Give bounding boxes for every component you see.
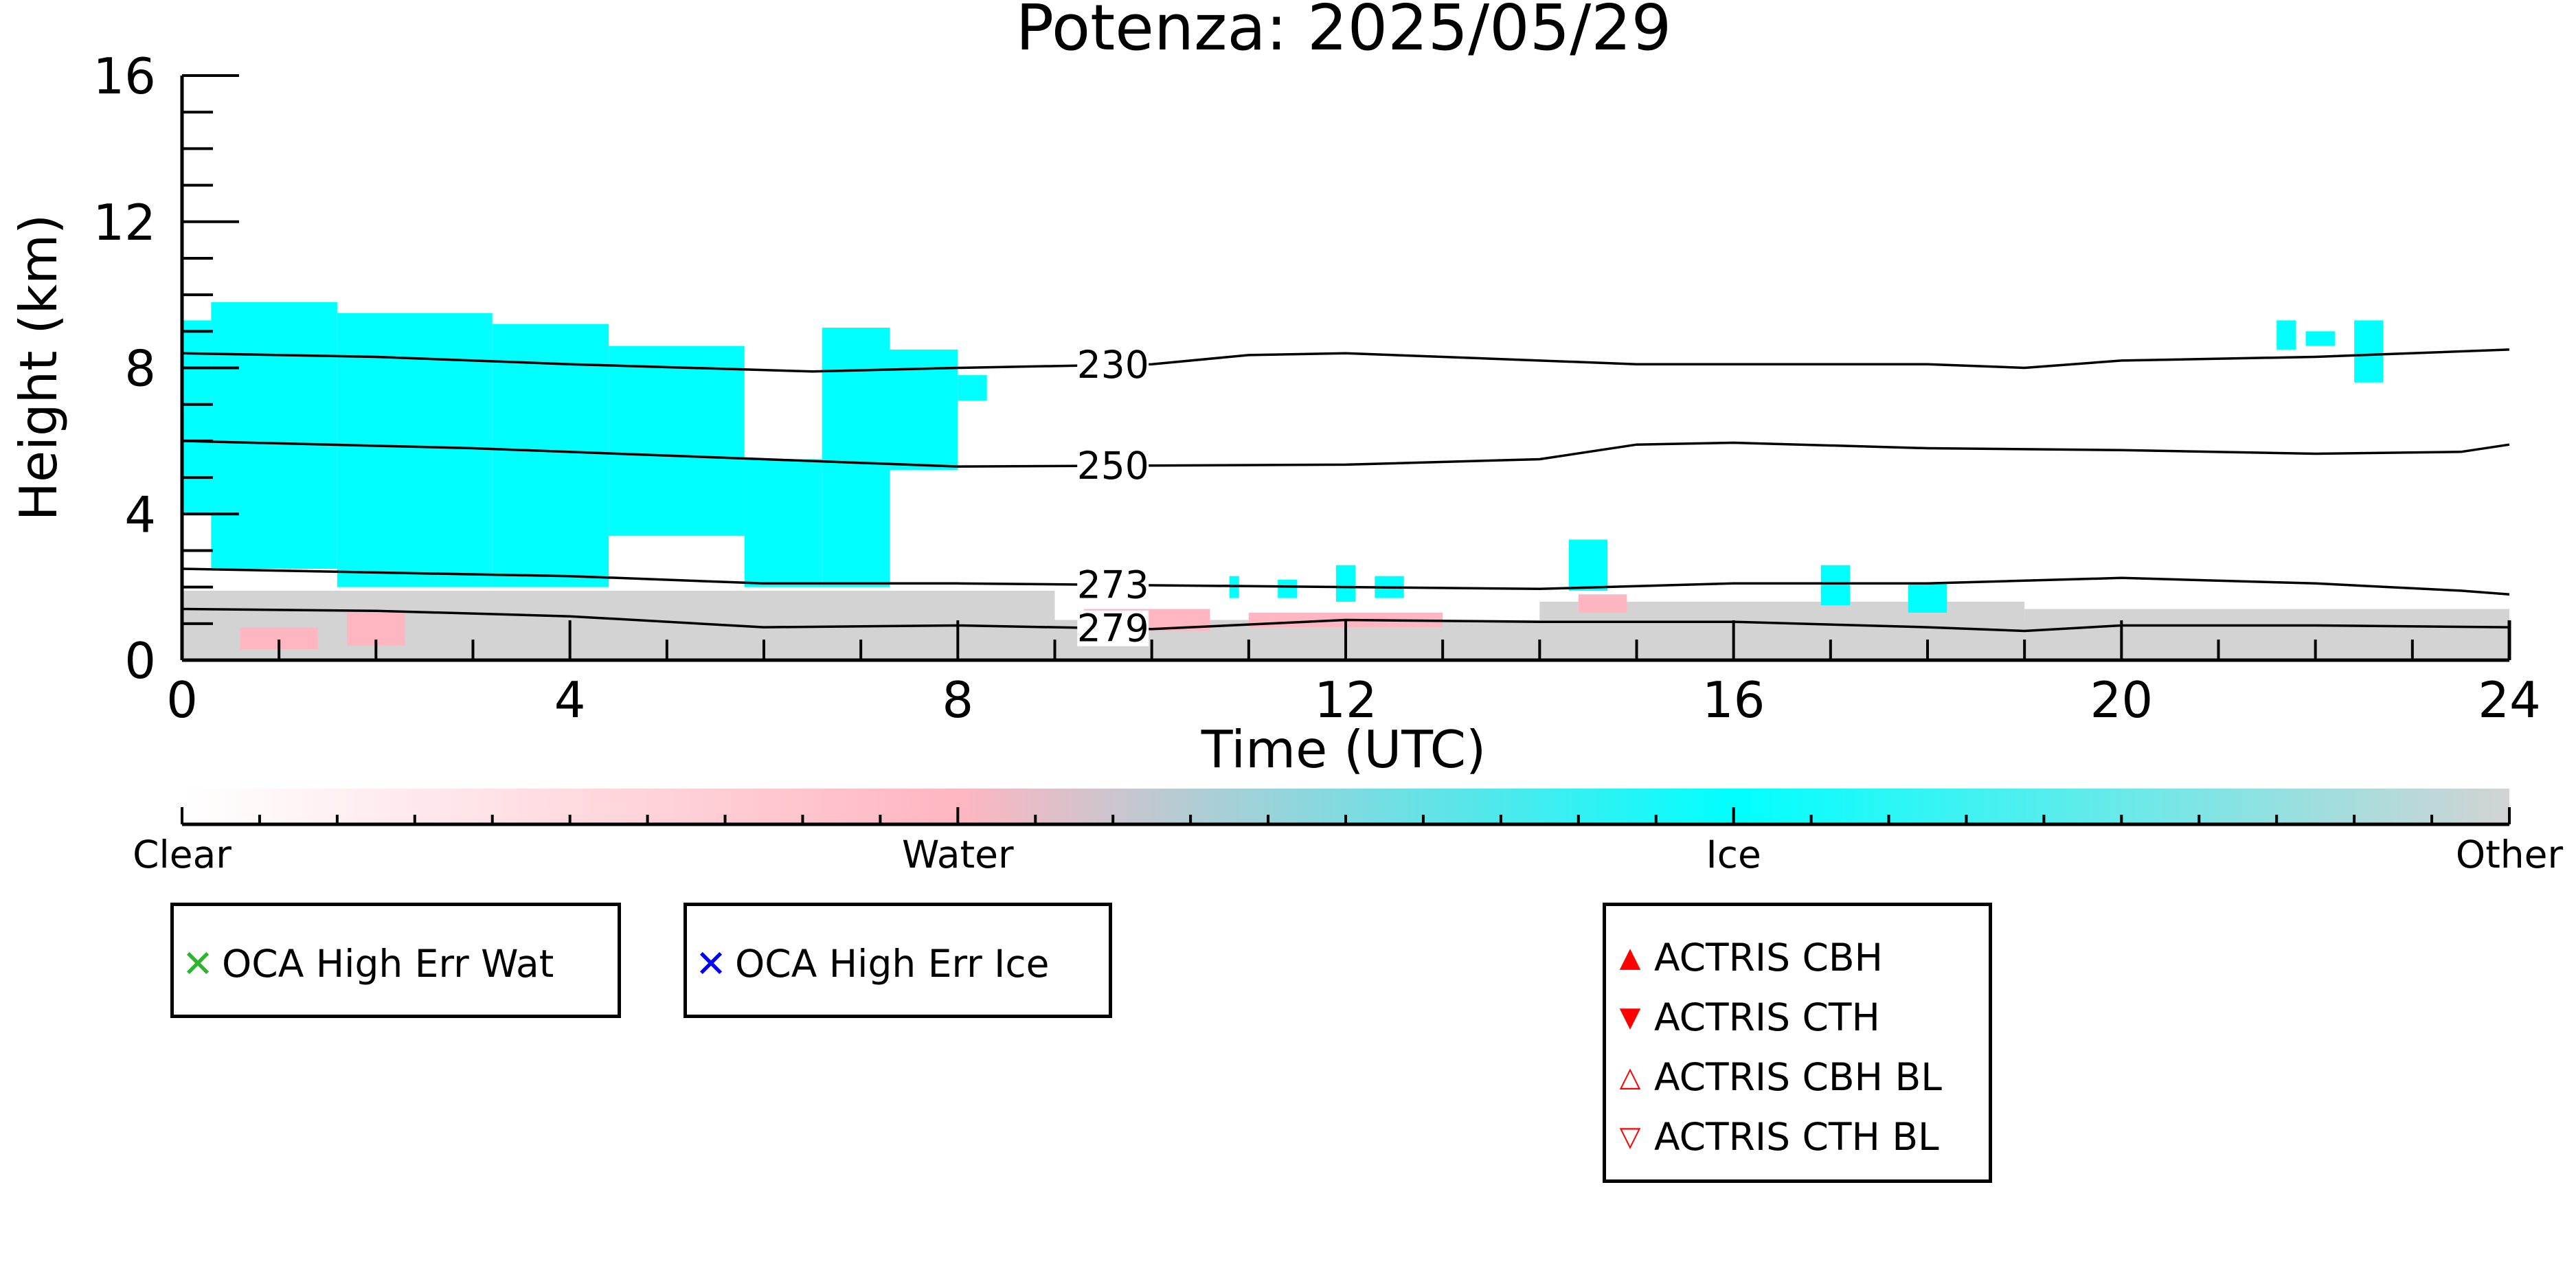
x-tick-label: 8 [942,671,973,729]
ice-region [337,313,493,587]
triangle-up-open-icon: △ [1619,1061,1641,1093]
legend-item: △ ACTRIS CBH BL [1606,1050,1989,1105]
legend-label: OCA High Err Ice [735,942,1050,986]
legend-oca-ice: ✕ OCA High Err Ice [683,903,1112,1018]
contour-label: 250 [1077,444,1149,488]
contour-label-bg [1077,448,1149,484]
legend-label: ACTRIS CBH BL [1654,1055,1942,1099]
x-tick-label: 0 [166,671,198,729]
contour-label-bg [1077,567,1149,603]
axes: 0 4 8 12 16 20 24 0 4 8 12 16 [93,47,2540,729]
y-axis-label: Height (km) [8,214,69,521]
triangle-down-open-icon: ▽ [1619,1121,1641,1153]
legend-item: ▼ ACTRIS CTH [1606,990,1989,1045]
contour-label-bg [1077,347,1149,383]
contour-line-230 [181,348,2510,373]
legend-actris: ▲ ACTRIS CBH ▼ ACTRIS CTH △ ACTRIS CBH B… [1603,903,1992,1183]
ice-region [1278,579,1298,598]
x-marker-icon: ✕ [181,942,214,986]
contour-line-250 [181,440,2510,468]
ice-region [492,324,609,587]
y-tick-label: 16 [93,47,156,105]
other-region [182,590,1055,620]
water-region [1578,594,1627,613]
contour-line-279 [181,607,2510,633]
x-tick-label: 24 [2478,671,2541,729]
y-tick-label: 8 [124,340,156,398]
ice-region [744,459,822,587]
x-tick-label: 12 [1314,671,1377,729]
ice-region [1568,539,1608,591]
contour-line-273 [181,567,2510,596]
plot-area [182,302,2509,660]
legend-label: OCA High Err Wat [222,942,554,986]
ice-region [182,320,212,515]
contour-label: 230 [1077,343,1149,387]
legend-label: ACTRIS CBH [1654,936,1883,980]
colorbar-label: Other [2456,833,2564,877]
colorbar-label: Ice [1706,833,1761,877]
contour-label-bg [1077,610,1149,646]
ice-region [822,327,890,587]
ice-region [1908,583,1947,613]
legend-oca-water: ✕ OCA High Err Wat [170,903,621,1018]
x-tick-label: 16 [1702,671,1765,729]
ice-region [211,302,337,569]
triangle-up-filled-icon: ▲ [1619,942,1641,973]
ice-region [1335,565,1356,602]
contour-label: 273 [1077,563,1149,607]
legend-label: ACTRIS CTH [1654,995,1880,1039]
y-tick-label: 0 [124,632,156,690]
x-tick-label: 20 [2090,671,2154,729]
colorbar: Clear Water Ice Other [133,789,2563,877]
y-tick-label: 12 [93,194,156,251]
legend-item: ✕ OCA High Err Wat [174,936,618,991]
colorbar-label: Water [902,833,1014,877]
ice-region [2305,331,2335,346]
colorbar-label: Clear [133,833,231,877]
y-tick-label: 4 [124,486,156,543]
colorbar-axis: Clear Water Ice Other [133,807,2563,877]
ice-region [609,346,745,536]
triangle-down-filled-icon: ▼ [1619,1002,1641,1033]
legend-item: ✕ OCA High Err Ice [687,936,1109,991]
ice-region [2276,320,2296,350]
ice-region [958,375,987,401]
chart-title: Potenza: 2025/05/29 [1016,0,1672,65]
legend-item: ▲ ACTRIS CBH [1606,930,1989,985]
contour-label: 279 [1077,607,1149,651]
ice-region [1820,565,1851,606]
x-axis-label: Time (UTC) [1201,719,1487,780]
ice-region [2354,320,2384,383]
x-marker-icon: ✕ [694,942,727,986]
x-tick-label: 4 [554,671,586,729]
legend-label: ACTRIS CTH BL [1654,1115,1939,1159]
other-region [2024,609,2509,620]
legend-item: ▽ ACTRIS CTH BL [1606,1109,1989,1164]
